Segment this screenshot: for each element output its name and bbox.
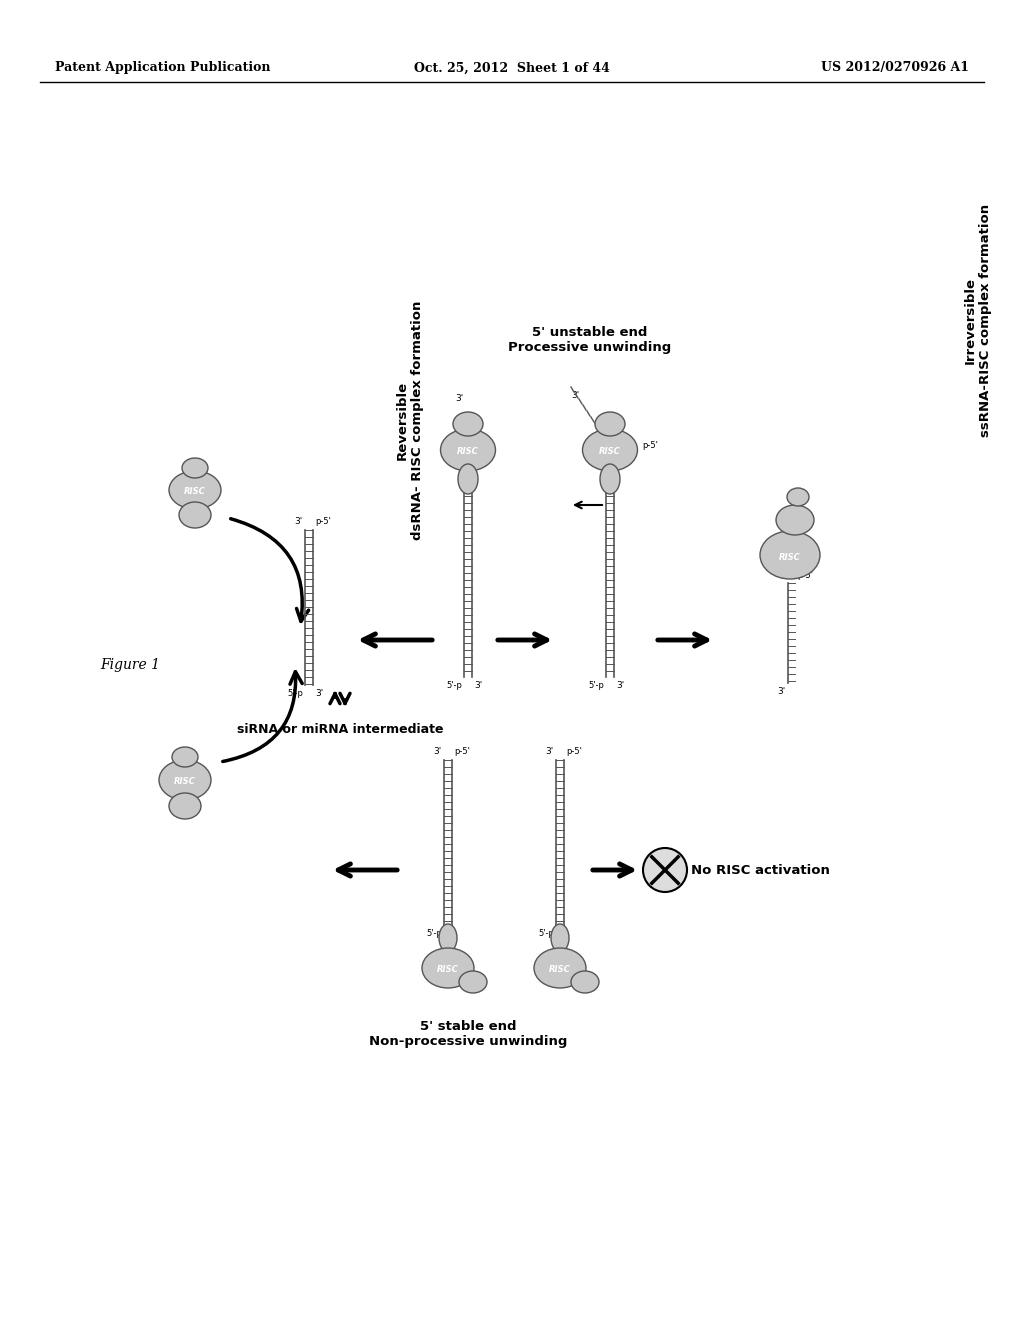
Text: Irreversible
ssRNA-RISC complex formation: Irreversible ssRNA-RISC complex formatio… xyxy=(964,203,992,437)
Text: 3': 3' xyxy=(434,747,442,756)
Text: Reversible
dsRNA- RISC complex formation: Reversible dsRNA- RISC complex formation xyxy=(396,301,424,540)
Ellipse shape xyxy=(595,412,625,436)
Ellipse shape xyxy=(787,488,809,506)
Ellipse shape xyxy=(583,429,638,471)
Ellipse shape xyxy=(458,465,478,494)
Text: RISC: RISC xyxy=(174,777,196,787)
Text: 3': 3' xyxy=(546,747,554,756)
Text: RISC: RISC xyxy=(184,487,206,496)
Text: US 2012/0270926 A1: US 2012/0270926 A1 xyxy=(821,62,969,74)
Text: RISC: RISC xyxy=(599,447,621,457)
Text: 5'-p: 5'-p xyxy=(426,929,442,939)
Ellipse shape xyxy=(422,948,474,987)
Ellipse shape xyxy=(551,924,569,952)
Ellipse shape xyxy=(600,465,620,494)
Ellipse shape xyxy=(169,471,221,510)
Ellipse shape xyxy=(776,506,814,535)
Text: 3': 3' xyxy=(474,681,482,690)
Ellipse shape xyxy=(571,972,599,993)
Text: siRNA or miRNA intermediate: siRNA or miRNA intermediate xyxy=(237,723,443,737)
Text: p-5': p-5' xyxy=(454,747,470,756)
Text: 3': 3' xyxy=(616,681,625,690)
Text: Oct. 25, 2012  Sheet 1 of 44: Oct. 25, 2012 Sheet 1 of 44 xyxy=(414,62,610,74)
Text: p-5': p-5' xyxy=(797,572,813,579)
Text: 3': 3' xyxy=(315,689,324,698)
Ellipse shape xyxy=(179,502,211,528)
Text: 5'-p: 5'-p xyxy=(588,681,604,690)
Ellipse shape xyxy=(439,924,457,952)
Ellipse shape xyxy=(760,531,820,579)
Text: 3': 3' xyxy=(456,393,464,403)
Text: RISC: RISC xyxy=(457,447,479,457)
Ellipse shape xyxy=(169,793,201,818)
Ellipse shape xyxy=(453,412,483,436)
Text: RISC: RISC xyxy=(549,965,570,974)
Ellipse shape xyxy=(534,948,586,987)
Text: p-5': p-5' xyxy=(642,441,657,450)
Text: 3': 3' xyxy=(295,517,303,525)
Text: 3': 3' xyxy=(778,686,786,696)
Text: 5'-p: 5'-p xyxy=(446,681,462,690)
Text: Patent Application Publication: Patent Application Publication xyxy=(55,62,270,74)
Ellipse shape xyxy=(459,972,487,993)
Text: Figure 1: Figure 1 xyxy=(100,657,160,672)
Circle shape xyxy=(643,847,687,892)
Text: 5'-p: 5'-p xyxy=(539,929,554,939)
Text: RISC: RISC xyxy=(779,553,801,561)
Text: RISC: RISC xyxy=(437,965,459,974)
Text: 5'-p: 5'-p xyxy=(287,689,303,698)
Ellipse shape xyxy=(440,429,496,471)
Ellipse shape xyxy=(182,458,208,478)
Text: p-5': p-5' xyxy=(566,747,582,756)
Ellipse shape xyxy=(159,760,211,800)
Ellipse shape xyxy=(172,747,198,767)
Text: 3': 3' xyxy=(571,391,580,400)
Text: 5' stable end
Non-processive unwinding: 5' stable end Non-processive unwinding xyxy=(369,1020,567,1048)
Text: 5' unstable end
Processive unwinding: 5' unstable end Processive unwinding xyxy=(508,326,672,354)
Text: No RISC activation: No RISC activation xyxy=(690,863,829,876)
Text: p-5': p-5' xyxy=(315,517,331,525)
